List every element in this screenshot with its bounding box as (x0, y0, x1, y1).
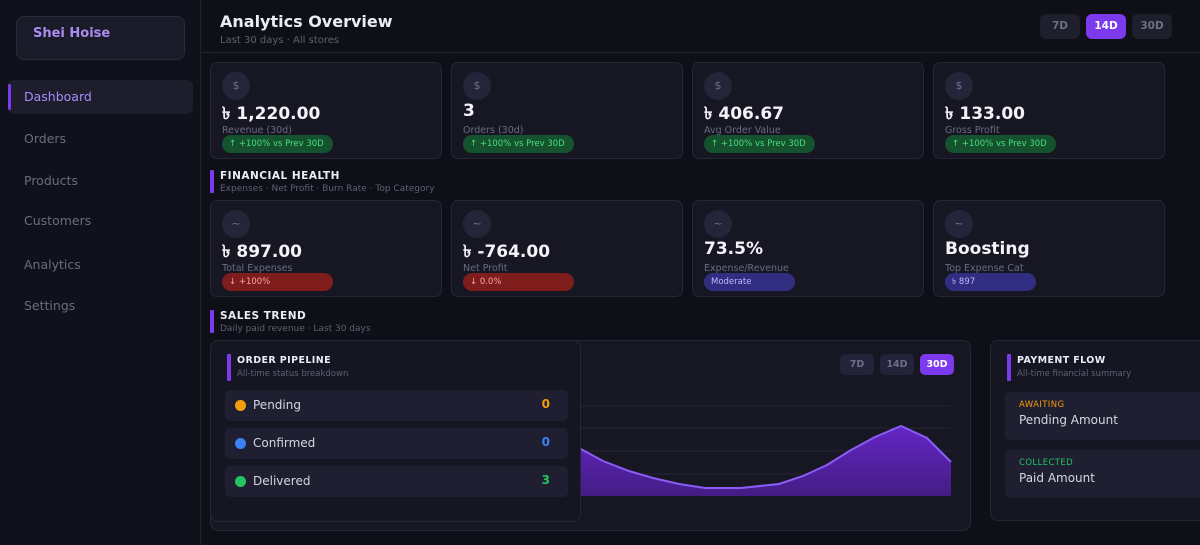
dollar-icon: $ (704, 72, 732, 100)
status-dot-icon (235, 400, 246, 411)
brand-logo[interactable]: Shei Hoise (16, 16, 185, 60)
kpi-card-orders: $ 3 Orders (30d) ↑ +100% vs Prev 30D (451, 62, 683, 159)
range-30d-button[interactable]: 30D (1132, 14, 1172, 39)
kpi-label: Revenue (30d) (222, 125, 292, 136)
page-title: Analytics Overview (220, 12, 393, 31)
wave-icon: ~ (945, 210, 973, 238)
pipeline-count: 3 (541, 473, 550, 487)
fin-value: ৳ -764.00 (463, 242, 551, 262)
section-accent-bar (227, 354, 231, 381)
trend-badge: ↑ +100% vs Prev 30D (222, 135, 333, 153)
pipeline-label: Confirmed (253, 436, 316, 450)
kpi-value: ৳ 406.67 (704, 104, 784, 124)
kpi-label: Avg Order Value (704, 125, 781, 136)
fin-label: Top Expense Cat (945, 263, 1024, 274)
section-title: SALES TREND (220, 310, 307, 322)
sales-line (578, 424, 952, 489)
pipeline-row-delivered[interactable]: Delivered 3 (225, 466, 568, 497)
fin-label: Expense/Revenue (704, 263, 789, 274)
kpi-card-revenue: $ ৳ 1,220.00 Revenue (30d) ↑ +100% vs Pr… (210, 62, 442, 159)
pipeline-row-pending[interactable]: Pending 0 (225, 390, 568, 421)
payment-box-collected[interactable]: COLLECTED Paid Amount (1005, 450, 1200, 498)
fin-value: 73.5% (704, 239, 763, 259)
page-subtitle: Last 30 days · All stores (220, 35, 340, 46)
sales-area (579, 426, 951, 496)
pipeline-count: 0 (541, 397, 550, 411)
kpi-value: 3 (463, 101, 475, 121)
amount-badge: ৳ 897 (945, 273, 1036, 291)
pipeline-label: Pending (253, 398, 301, 412)
panel-subtitle: All-time status breakdown (237, 369, 349, 379)
panel-title: PAYMENT FLOW (1017, 355, 1106, 366)
status-dot-icon (235, 438, 246, 449)
order-pipeline-panel: ORDER PIPELINE All-time status breakdown… (210, 340, 581, 522)
fin-card-top-expense: ~ Boosting Top Expense Cat ৳ 897 (933, 200, 1165, 297)
fin-card-expense-ratio: ~ 73.5% Expense/Revenue Moderate (692, 200, 924, 297)
trend-badge: ↑ +100% vs Prev 30D (704, 135, 815, 153)
fin-value: ৳ 897.00 (222, 242, 302, 262)
dollar-icon: $ (222, 72, 250, 100)
dollar-icon: $ (945, 72, 973, 100)
trend-badge: ↑ +100% vs Prev 30D (463, 135, 574, 153)
sidebar-item-orders[interactable]: Orders (24, 131, 67, 146)
fin-label: Total Expenses (222, 263, 293, 274)
trend-range-7d-button[interactable]: 7D (840, 354, 874, 375)
kpi-card-avg-order: $ ৳ 406.67 Avg Order Value ↑ +100% vs Pr… (692, 62, 924, 159)
section-accent-bar (210, 310, 214, 333)
pipeline-count: 0 (541, 435, 550, 449)
status-badge: Moderate (704, 273, 795, 291)
sidebar-item-analytics[interactable]: Analytics (24, 257, 81, 272)
kpi-value: ৳ 133.00 (945, 104, 1025, 124)
payment-status-label: COLLECTED (1019, 458, 1074, 468)
kpi-value: ৳ 1,220.00 (222, 104, 321, 124)
sales-trend-chart (578, 405, 952, 496)
trend-badge: ↓ 0.0% (463, 273, 574, 291)
kpi-label: Orders (30d) (463, 125, 524, 136)
fin-card-total-expenses: ~ ৳ 897.00 Total Expenses ↓ +100% (210, 200, 442, 297)
section-subtitle: Daily paid revenue · Last 30 days (220, 324, 371, 334)
sidebar-item-customers[interactable]: Customers (24, 213, 92, 228)
section-subtitle: Expenses · Net Profit · Burn Rate · Top … (220, 184, 435, 194)
fin-label: Net Profit (463, 263, 508, 274)
fin-card-net-profit: ~ ৳ -764.00 Net Profit ↓ 0.0% (451, 200, 683, 297)
sidebar-item-settings[interactable]: Settings (24, 298, 76, 313)
range-14d-button[interactable]: 14D (1086, 14, 1126, 39)
panel-title: ORDER PIPELINE (237, 355, 331, 366)
range-7d-button[interactable]: 7D (1040, 14, 1080, 39)
dollar-icon: $ (463, 72, 491, 100)
brand-name: Shei Hoise (33, 26, 111, 41)
section-accent-bar (210, 170, 214, 193)
sidebar-item-products[interactable]: Products (24, 173, 78, 188)
wave-icon: ~ (704, 210, 732, 238)
trend-badge: ↑ +100% vs Prev 30D (945, 135, 1056, 153)
panel-subtitle: All-time financial summary (1017, 369, 1132, 379)
section-title: FINANCIAL HEALTH (220, 170, 340, 182)
trend-badge: ↓ +100% (222, 273, 333, 291)
trend-range-30d-button[interactable]: 30D (920, 354, 954, 375)
payment-flow-panel: PAYMENT FLOW All-time financial summary … (990, 340, 1200, 521)
sidebar: Shei Hoise Dashboard Orders Products Cus… (0, 0, 201, 545)
sidebar-item-dashboard[interactable]: Dashboard (8, 80, 193, 114)
kpi-label: Gross Profit (945, 125, 1000, 136)
payment-box-awaiting[interactable]: AWAITING Pending Amount (1005, 392, 1200, 440)
wave-icon: ~ (463, 210, 491, 238)
page-header: Analytics Overview Last 30 days · All st… (202, 0, 1200, 53)
status-dot-icon (235, 476, 246, 487)
trend-range-14d-button[interactable]: 14D (880, 354, 914, 375)
payment-amount-label: Pending Amount (1019, 413, 1118, 427)
payment-amount-label: Paid Amount (1019, 471, 1095, 485)
pipeline-row-confirmed[interactable]: Confirmed 0 (225, 428, 568, 459)
section-accent-bar (1007, 354, 1011, 381)
fin-value: Boosting (945, 239, 1030, 259)
pipeline-label: Delivered (253, 474, 311, 488)
wave-icon: ~ (222, 210, 250, 238)
payment-status-label: AWAITING (1019, 400, 1065, 410)
kpi-card-gross-profit: $ ৳ 133.00 Gross Profit ↑ +100% vs Prev … (933, 62, 1165, 159)
